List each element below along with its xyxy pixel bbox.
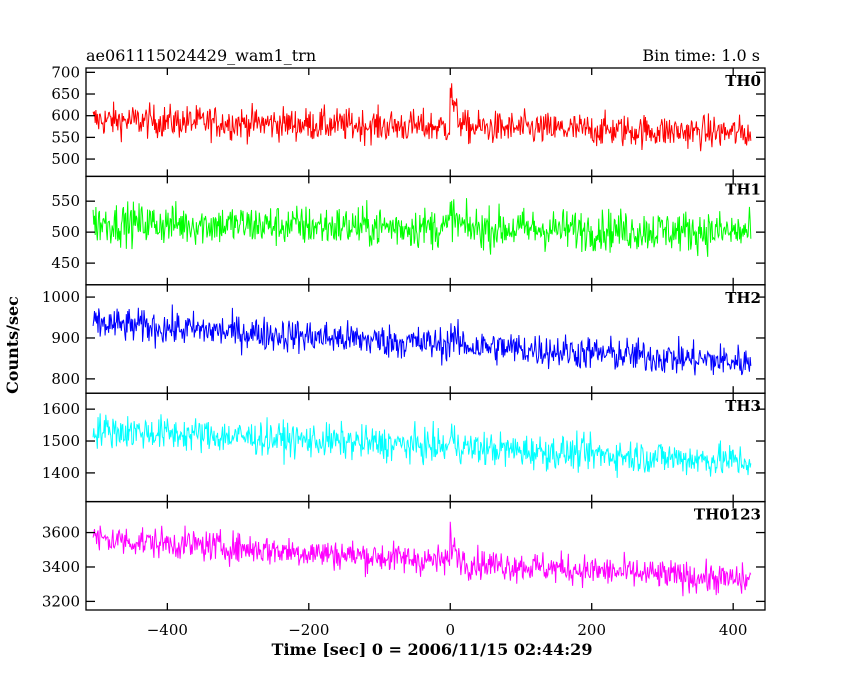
x-tick-label: 0 (445, 621, 455, 639)
y-tick-label: 800 (51, 370, 80, 388)
y-tick-label: 1500 (42, 432, 80, 450)
series-line-th1 (92, 198, 752, 257)
y-tick-label: 1000 (42, 288, 80, 306)
y-axis-label: Counts/sec (3, 296, 22, 394)
panel-label-th1: TH1 (725, 180, 761, 198)
series-line-th2 (92, 304, 752, 376)
y-tick-label: 450 (51, 254, 80, 272)
x-axis-label: Time [sec] 0 = 2006/11/15 02:44:29 (272, 640, 593, 659)
y-tick-label: 900 (51, 329, 80, 347)
y-tick-label: 550 (51, 128, 80, 146)
y-tick-label: 3600 (42, 524, 80, 542)
y-tick-label: 700 (51, 63, 80, 81)
x-tick-label: 200 (577, 621, 606, 639)
y-tick-label: 500 (51, 223, 80, 241)
panel-label-th2: TH2 (725, 289, 761, 307)
series-line-th0 (92, 83, 752, 152)
panel-label-th3: TH3 (725, 397, 761, 415)
chart-title: ae061115024429_wam1_trn (86, 46, 316, 65)
panel-frame-th2 (85, 284, 766, 394)
series-line-th0123 (92, 521, 752, 597)
x-tick-label: −200 (288, 621, 329, 639)
panel-label-th0123: TH0123 (694, 506, 761, 524)
chart-bin-time: Bin time: 1.0 s (642, 46, 760, 65)
x-tick-label: −400 (147, 621, 188, 639)
panel-label-th0: TH0 (725, 72, 761, 90)
y-tick-label: 3200 (42, 592, 80, 610)
y-tick-label: 3400 (42, 558, 80, 576)
y-tick-label: 1600 (42, 400, 80, 418)
y-tick-label: 1400 (42, 464, 80, 482)
panels: 500 550 600 650 700 TH0 450 500 550 TH1 800 900 1000… (42, 63, 766, 639)
y-tick-label: 500 (51, 150, 80, 168)
series-line-th3 (92, 413, 752, 478)
y-tick-label: 600 (51, 107, 80, 125)
y-tick-label: 650 (51, 85, 80, 103)
y-tick-label: 550 (51, 192, 80, 210)
panel-frame-th0123 (85, 500, 766, 611)
x-tick-label: 400 (719, 621, 748, 639)
